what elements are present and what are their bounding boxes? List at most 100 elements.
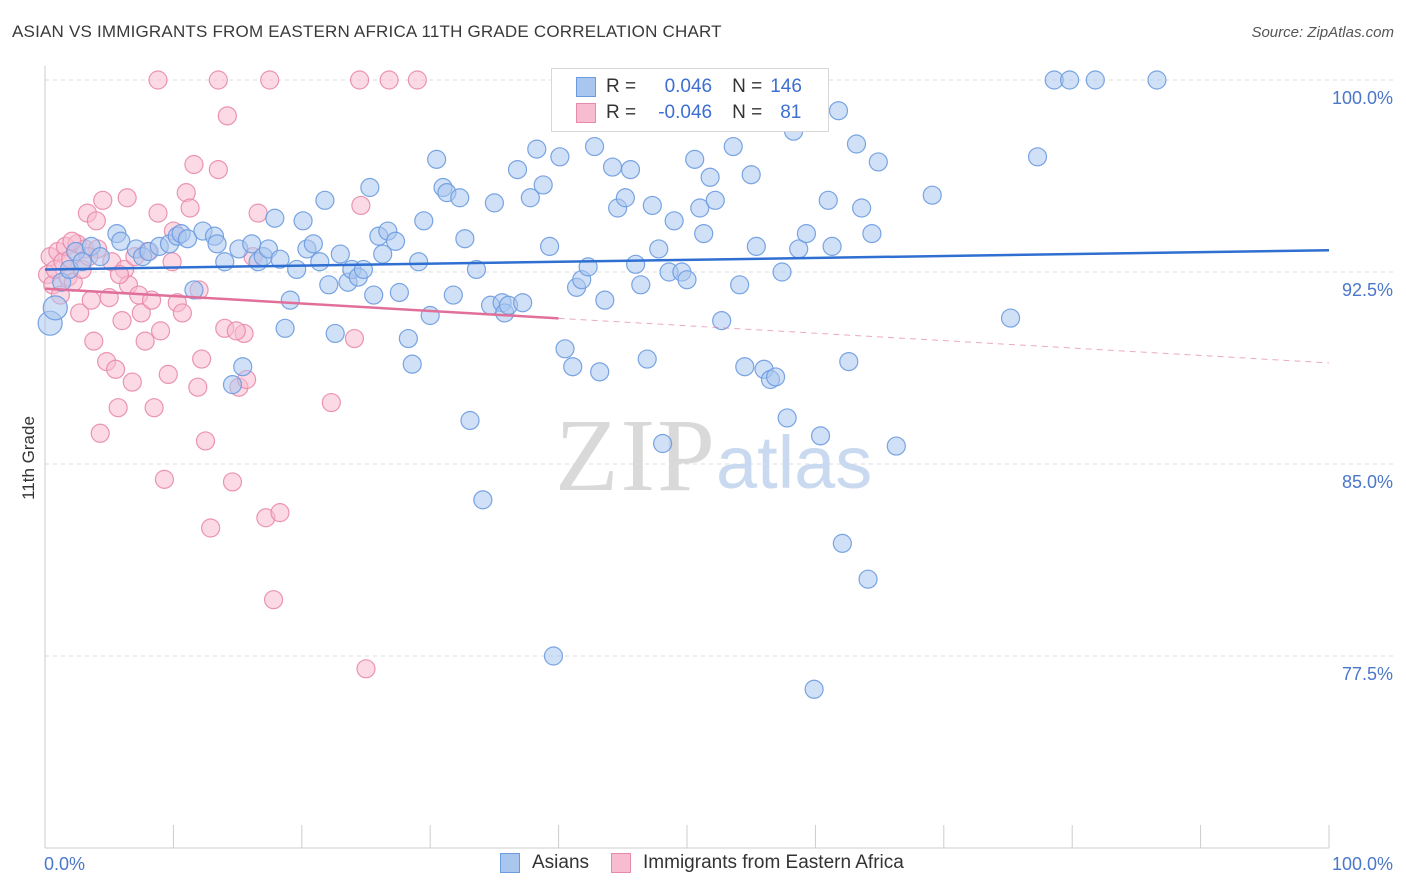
asian-point xyxy=(385,231,406,251)
asian-point xyxy=(705,190,725,210)
legend-item-asians: Asians xyxy=(500,852,589,874)
asian-point xyxy=(315,190,335,210)
asian-point xyxy=(852,198,872,218)
asian-point xyxy=(626,254,646,274)
y-tick-label: 85.0% xyxy=(1342,472,1393,492)
immigrant-point xyxy=(226,321,246,341)
asian-point xyxy=(90,247,110,267)
asian-point xyxy=(527,139,547,159)
zipatlas-watermark: ZIP atlas xyxy=(555,398,872,513)
asian-point xyxy=(649,239,669,259)
asian-point xyxy=(735,357,755,377)
asian-point xyxy=(455,229,475,249)
asian-point xyxy=(184,280,204,300)
asian-point xyxy=(373,244,393,264)
asian-point xyxy=(886,436,906,456)
y-axis-title: 11th Grade xyxy=(19,416,38,500)
asian-point xyxy=(868,152,888,172)
asian-point xyxy=(620,160,641,180)
asian-point xyxy=(389,282,409,303)
r-label: R = xyxy=(606,76,637,97)
axes xyxy=(44,66,1330,849)
asian-point xyxy=(353,259,374,280)
immigrant-point xyxy=(93,190,113,210)
asian-point xyxy=(832,533,852,553)
asian-point xyxy=(533,175,553,195)
asian-point xyxy=(822,236,842,256)
series-legend: Asians Immigrants from Eastern Africa xyxy=(500,852,926,874)
asian-point xyxy=(409,252,429,272)
immigrant-point xyxy=(379,70,399,90)
asian-point xyxy=(270,249,290,269)
asian-point xyxy=(402,354,422,374)
immigrant-point xyxy=(90,423,110,443)
asian-point xyxy=(700,167,720,187)
asian-point xyxy=(42,295,68,321)
series-asians xyxy=(37,70,1167,699)
chart-title: ASIAN VS IMMIGRANTS FROM EASTERN AFRICA … xyxy=(12,22,722,41)
immigrant-point xyxy=(217,106,237,126)
asian-point xyxy=(584,136,605,157)
immigrant-point xyxy=(188,377,208,397)
asian-point xyxy=(846,134,867,154)
immigrant-point xyxy=(349,70,370,90)
immigrant-point xyxy=(222,472,243,492)
immigrant-point xyxy=(117,188,137,208)
asian-point xyxy=(310,252,330,272)
immigrant-point xyxy=(109,264,130,285)
asian-point xyxy=(694,224,714,244)
asian-point xyxy=(443,285,463,305)
asian-point xyxy=(398,328,418,349)
asian-point xyxy=(1027,147,1048,167)
legend-label-immigrants: Immigrants from Eastern Africa xyxy=(643,852,904,873)
immigrant-point xyxy=(106,359,126,379)
asian-point xyxy=(287,259,307,280)
asian-point xyxy=(777,408,797,428)
immigrant-point xyxy=(84,331,104,351)
asian-point xyxy=(460,410,480,431)
asian-point xyxy=(450,188,470,208)
asian-point xyxy=(414,211,434,231)
immigrant-point xyxy=(180,198,200,218)
asian-point xyxy=(563,357,583,377)
r-value: 0.046 xyxy=(664,76,713,97)
asian-point xyxy=(507,160,528,180)
n-value: 146 xyxy=(770,76,802,97)
asian-point xyxy=(520,188,540,208)
immigrant-point xyxy=(150,321,171,341)
immigrant-point xyxy=(208,160,228,180)
asian-point xyxy=(653,433,673,454)
asian-point xyxy=(595,290,615,310)
trend-line-extension xyxy=(558,317,1330,364)
tick-labels: 77.5% 85.0% 92.5% 100.0% 0.0% 100.0% 11th Grad… xyxy=(19,88,1393,874)
legend-row-immigrants: R = -0.046 N = 81 xyxy=(576,101,801,125)
trend-line-asians xyxy=(44,248,1330,271)
legend-label-asians: Asians xyxy=(532,852,590,873)
n-value: 81 xyxy=(780,102,802,123)
immigrant-point xyxy=(344,328,365,349)
asian-point xyxy=(922,185,942,205)
immigrant-point xyxy=(208,70,228,90)
asian-point xyxy=(543,646,564,666)
asian-point xyxy=(804,679,824,699)
asian-point xyxy=(265,208,285,228)
immigrant-point xyxy=(172,303,192,323)
immigrant-point xyxy=(270,503,290,523)
asian-point xyxy=(550,147,570,167)
source-label: Source: ZipAtlas.com xyxy=(1251,24,1394,41)
asian-point xyxy=(1085,70,1105,90)
asian-point xyxy=(602,157,623,177)
immigrant-point xyxy=(81,290,101,310)
asian-point xyxy=(319,275,339,295)
asian-point xyxy=(427,149,447,169)
asian-point xyxy=(484,193,504,213)
immigrants-swatch xyxy=(611,853,632,873)
immigrant-point xyxy=(201,518,221,538)
y-tick-label: 77.5% xyxy=(1342,664,1393,684)
asian-point xyxy=(513,293,533,313)
asian-point xyxy=(1060,70,1080,90)
asian-point xyxy=(818,190,838,210)
correlation-legend: R = 0.046 N = 146 R = -0.046 N = 81 xyxy=(551,68,829,132)
asian-point xyxy=(723,136,743,157)
immigrant-point xyxy=(195,431,216,451)
